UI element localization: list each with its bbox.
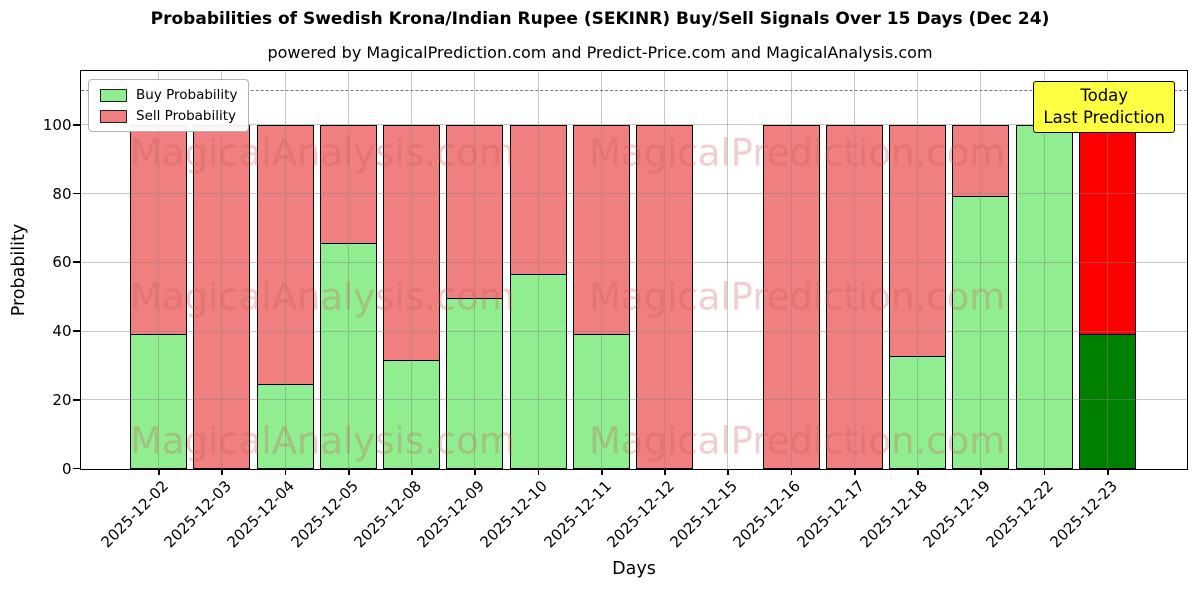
x-tick-label-text: 2025-12-04 [223, 476, 299, 551]
legend: Buy Probability Sell Probability [88, 79, 250, 132]
x-tick-label-text: 2025-12-11 [540, 476, 615, 551]
legend-label-buy: Buy Probability [136, 87, 238, 103]
bar-segment-sell [825, 125, 883, 469]
x-tick-label-text: 2025-12-10 [476, 476, 552, 551]
bar-segment-buy [952, 195, 1010, 469]
bar-segment-sell [952, 125, 1010, 198]
y-tick-label: 20 [52, 390, 72, 409]
x-tick-label-text: 2025-12-16 [729, 476, 805, 551]
vertical-gridline [727, 71, 729, 469]
legend-label-sell: Sell Probability [136, 108, 237, 124]
y-tick-label: 100 [42, 115, 72, 134]
legend-item-sell: Sell Probability [100, 108, 237, 124]
bar-segment-sell [193, 125, 251, 469]
bar-segment-buy [509, 273, 567, 469]
x-tick-label-text: 2025-12-22 [982, 476, 1058, 551]
x-tick-mark [284, 468, 287, 475]
y-tick-label: 80 [52, 184, 72, 203]
y-tick-label: 60 [52, 253, 72, 272]
plot-area: Buy Probability Sell Probability Today L… [80, 70, 1188, 470]
x-tick-mark [411, 468, 413, 475]
bar-segment-sell [1078, 125, 1136, 335]
x-tick-mark [790, 468, 793, 475]
chart-title: Probabilities of Swedish Krona/Indian Ru… [150, 9, 1050, 29]
y-tick-mark [73, 123, 80, 126]
x-tick-label-text: 2025-12-17 [793, 476, 868, 551]
x-tick-label-text: 2025-12-02 [97, 476, 172, 551]
x-tick-label-text: 2025-12-08 [350, 476, 425, 551]
x-tick-mark [1106, 468, 1109, 475]
y-tick-label: 0 [61, 459, 72, 478]
bar-segment-sell [446, 125, 504, 299]
today-annotation-box: Today Last Prediction [1033, 81, 1175, 133]
bar-segment-buy [446, 297, 504, 469]
x-tick-label-text: 2025-12-23 [1046, 476, 1121, 551]
x-axis-label: Days [612, 559, 656, 579]
x-tick-mark [664, 468, 666, 475]
x-tick-mark [347, 468, 350, 475]
bar-segment-buy [1015, 125, 1073, 469]
x-tick-mark [600, 468, 603, 475]
bar-segment-buy [256, 383, 314, 469]
bar-segment-sell [762, 125, 820, 469]
bar-segment-buy [130, 333, 187, 469]
legend-item-buy: Buy Probability [100, 87, 237, 103]
bar-segment-sell [319, 125, 377, 244]
y-tick-mark [73, 467, 80, 470]
x-tick-label-text: 2025-12-05 [287, 476, 362, 551]
x-tick-mark [1043, 468, 1046, 475]
bar-segment-buy [319, 242, 377, 469]
x-tick-mark [917, 468, 919, 475]
x-tick-mark [727, 468, 730, 475]
x-tick-mark [221, 468, 224, 475]
bar-segment-buy [572, 333, 630, 469]
x-tick-mark [537, 468, 540, 475]
bar-segment-sell [889, 125, 946, 358]
today-annotation-line2: Last Prediction [1043, 107, 1165, 127]
x-tick-mark [158, 468, 160, 475]
y-tick-label: 40 [52, 322, 72, 340]
y-tick-mark [73, 192, 80, 195]
buy-color-swatch [100, 88, 127, 102]
bar-segment-buy [383, 359, 440, 469]
x-tick-label-text: 2025-12-18 [856, 476, 931, 551]
bar-segment-buy [1078, 333, 1136, 469]
bar-segment-sell [636, 125, 693, 469]
bar-segment-sell [256, 125, 314, 385]
bar-segment-sell [572, 125, 630, 335]
y-tick-mark [73, 261, 80, 264]
bar-segment-sell [383, 125, 440, 361]
x-tick-mark [853, 468, 856, 475]
x-tick-mark [980, 468, 983, 475]
y-tick-mark [73, 398, 80, 401]
sell-color-swatch [100, 109, 127, 123]
y-tick-mark [73, 330, 80, 332]
bar-segment-sell [509, 125, 567, 275]
today-annotation-line1: Today [1080, 86, 1129, 105]
bar-segment-sell [130, 125, 187, 335]
x-tick-mark [474, 468, 477, 475]
x-tick-label-text: 2025-12-12 [603, 476, 678, 551]
chart-subtitle: powered by MagicalPrediction.com and Pre… [267, 43, 933, 62]
bar-segment-buy [889, 355, 946, 469]
